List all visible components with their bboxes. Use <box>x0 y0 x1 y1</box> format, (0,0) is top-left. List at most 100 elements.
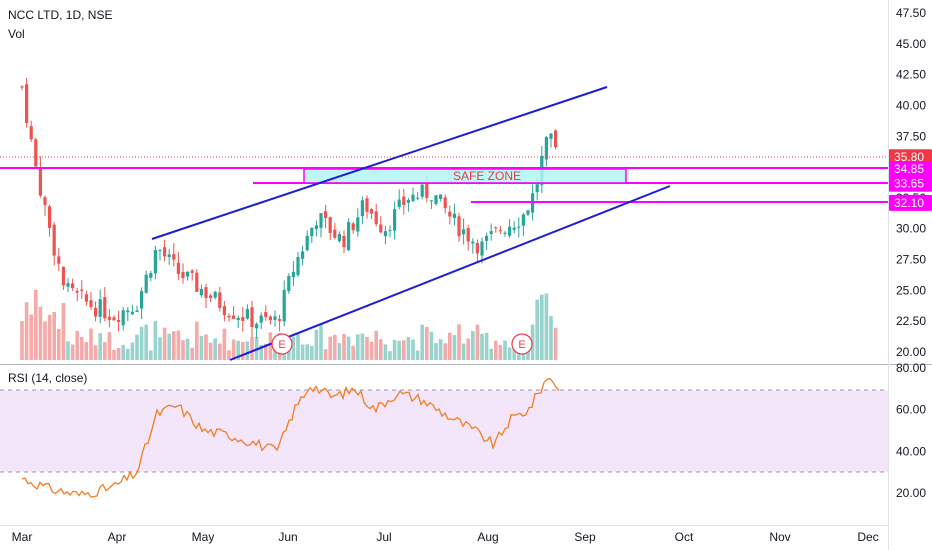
candle[interactable] <box>462 218 466 245</box>
candle[interactable] <box>126 307 130 321</box>
earnings-marker-jun[interactable]: E <box>271 333 293 355</box>
symbol-title[interactable]: NCC LTD, 1D, NSE <box>8 8 113 22</box>
candle[interactable] <box>218 286 222 312</box>
candle[interactable] <box>117 310 121 332</box>
candle[interactable] <box>526 209 530 216</box>
candle[interactable] <box>172 243 176 267</box>
candle[interactable] <box>61 266 65 290</box>
candle[interactable] <box>393 201 397 240</box>
candle[interactable] <box>351 222 355 234</box>
candle[interactable] <box>480 237 484 264</box>
candle[interactable] <box>301 245 305 266</box>
candle[interactable] <box>38 156 42 198</box>
candle[interactable] <box>236 315 240 329</box>
candle[interactable] <box>475 239 479 263</box>
candle[interactable] <box>250 300 254 338</box>
candle[interactable] <box>503 230 507 237</box>
safe-zone-box[interactable] <box>303 168 627 184</box>
candle[interactable] <box>466 224 470 251</box>
volume-title[interactable]: Vol <box>8 27 25 41</box>
candle[interactable] <box>98 289 102 324</box>
candle[interactable] <box>314 220 318 237</box>
candle[interactable] <box>452 203 456 226</box>
candle[interactable] <box>434 195 438 206</box>
candle[interactable] <box>20 85 24 90</box>
candle[interactable] <box>264 305 268 321</box>
candle[interactable] <box>153 245 157 280</box>
earnings-marker-aug[interactable]: E <box>511 333 533 355</box>
candle[interactable] <box>439 194 443 202</box>
candle[interactable] <box>328 216 332 241</box>
candle[interactable] <box>144 270 148 294</box>
candle[interactable] <box>245 304 249 320</box>
candle[interactable] <box>494 226 498 233</box>
candle[interactable] <box>310 227 314 244</box>
channel-upper-line[interactable] <box>151 86 608 240</box>
candle[interactable] <box>273 310 277 327</box>
candle[interactable] <box>383 226 387 245</box>
channel-lower-line[interactable] <box>229 185 671 361</box>
candle[interactable] <box>71 278 75 292</box>
candle[interactable] <box>342 230 346 254</box>
candle[interactable] <box>195 269 199 293</box>
candle[interactable] <box>397 189 401 210</box>
candle[interactable] <box>107 309 111 328</box>
rsi-axis[interactable]: 80.00 60.00 40.00 20.00 <box>896 361 926 500</box>
candle[interactable] <box>333 223 337 240</box>
candle[interactable] <box>549 132 553 148</box>
candle[interactable] <box>103 287 107 322</box>
candle[interactable] <box>66 278 70 293</box>
candle[interactable] <box>25 77 29 128</box>
candle[interactable] <box>370 207 374 220</box>
candle[interactable] <box>181 263 185 284</box>
candle[interactable] <box>554 129 558 150</box>
candle[interactable] <box>213 290 217 300</box>
candle[interactable] <box>48 204 52 237</box>
candle[interactable] <box>204 283 208 308</box>
candle[interactable] <box>420 181 424 200</box>
candle[interactable] <box>222 301 226 322</box>
candle[interactable] <box>411 187 415 203</box>
candle[interactable] <box>232 306 236 320</box>
candle[interactable] <box>121 307 125 331</box>
rsi-line[interactable] <box>21 377 560 498</box>
candle[interactable] <box>416 191 420 201</box>
candle[interactable] <box>268 315 272 325</box>
candle[interactable] <box>176 251 180 281</box>
candle[interactable] <box>512 221 516 234</box>
candle[interactable] <box>448 205 452 225</box>
candle[interactable] <box>287 273 291 294</box>
candle[interactable] <box>84 290 88 306</box>
candle[interactable] <box>89 292 93 310</box>
candle[interactable] <box>471 238 475 254</box>
candle[interactable] <box>186 271 190 281</box>
candle[interactable] <box>29 120 33 142</box>
rsi-legend[interactable]: RSI (14, close) <box>8 371 87 385</box>
candle[interactable] <box>498 226 502 235</box>
candles[interactable] <box>20 77 558 339</box>
candle[interactable] <box>227 313 231 322</box>
candle[interactable] <box>374 203 378 227</box>
candle[interactable] <box>457 212 461 242</box>
candle[interactable] <box>443 194 447 214</box>
candle[interactable] <box>158 248 162 261</box>
candle[interactable] <box>57 247 61 272</box>
candle[interactable] <box>135 305 139 313</box>
candle[interactable] <box>319 213 323 238</box>
candle[interactable] <box>140 287 144 319</box>
candle[interactable] <box>149 270 153 282</box>
candle[interactable] <box>52 222 56 266</box>
time-axis[interactable]: Mar Apr May Jun Jul Aug Sep Oct Nov Dec <box>12 530 879 544</box>
candle[interactable] <box>429 200 433 209</box>
candle[interactable] <box>255 322 259 339</box>
candle[interactable] <box>291 260 295 287</box>
volume-legend[interactable]: Vol <box>8 27 25 41</box>
candle[interactable] <box>130 304 134 316</box>
candle[interactable] <box>324 204 328 229</box>
candle[interactable] <box>282 280 286 327</box>
candle[interactable] <box>544 136 548 167</box>
candle[interactable] <box>485 232 489 250</box>
candle[interactable] <box>379 216 383 234</box>
